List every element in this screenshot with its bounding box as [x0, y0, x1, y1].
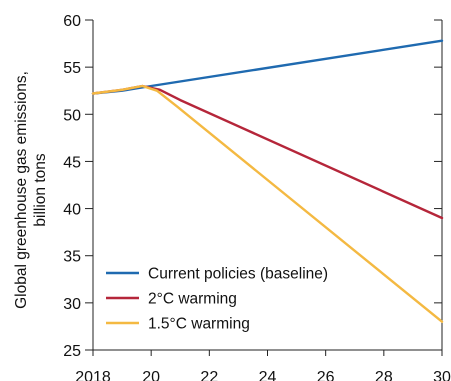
- y-tick-label: 60: [63, 13, 81, 30]
- x-tick-label: 2018: [75, 369, 111, 381]
- x-tick-label: 20: [142, 369, 160, 381]
- x-tick-label: 26: [317, 369, 335, 381]
- x-tick-label: 30: [433, 369, 451, 381]
- y-tick-label: 45: [63, 154, 81, 171]
- x-tick-label: 24: [259, 369, 277, 381]
- series-line-3: [91, 84, 444, 323]
- y-axis-title-line-1: Global greenhouse gas emissions,: [13, 71, 30, 309]
- y-tick-label: 25: [63, 343, 81, 360]
- series-line-2: [91, 84, 444, 220]
- legend-label-3: 1.5°C warming: [148, 316, 250, 333]
- y-tick-label: 55: [63, 60, 81, 77]
- legend-label-2: 2°C warming: [148, 291, 237, 308]
- y-axis-title-line-2: billion tons: [32, 153, 49, 226]
- x-tick-label: 22: [200, 369, 218, 381]
- legend: Current policies (baseline) 2°C warming 1.…: [106, 266, 328, 333]
- y-tick-label: 40: [63, 202, 81, 219]
- y-tick-label: 35: [63, 249, 81, 266]
- y-axis-title: Global greenhouse gas emissions, billion…: [13, 71, 49, 309]
- x-tick-label: 28: [375, 369, 393, 381]
- y-tick-label: 50: [63, 107, 81, 124]
- y-tick-label: 30: [63, 296, 81, 313]
- axes: 25 30 35 40 45 50 55 60 2018 20 22 24 26 28 30: [63, 13, 451, 381]
- legend-label-1: Current policies (baseline): [148, 266, 328, 283]
- series-lines: [91, 39, 444, 323]
